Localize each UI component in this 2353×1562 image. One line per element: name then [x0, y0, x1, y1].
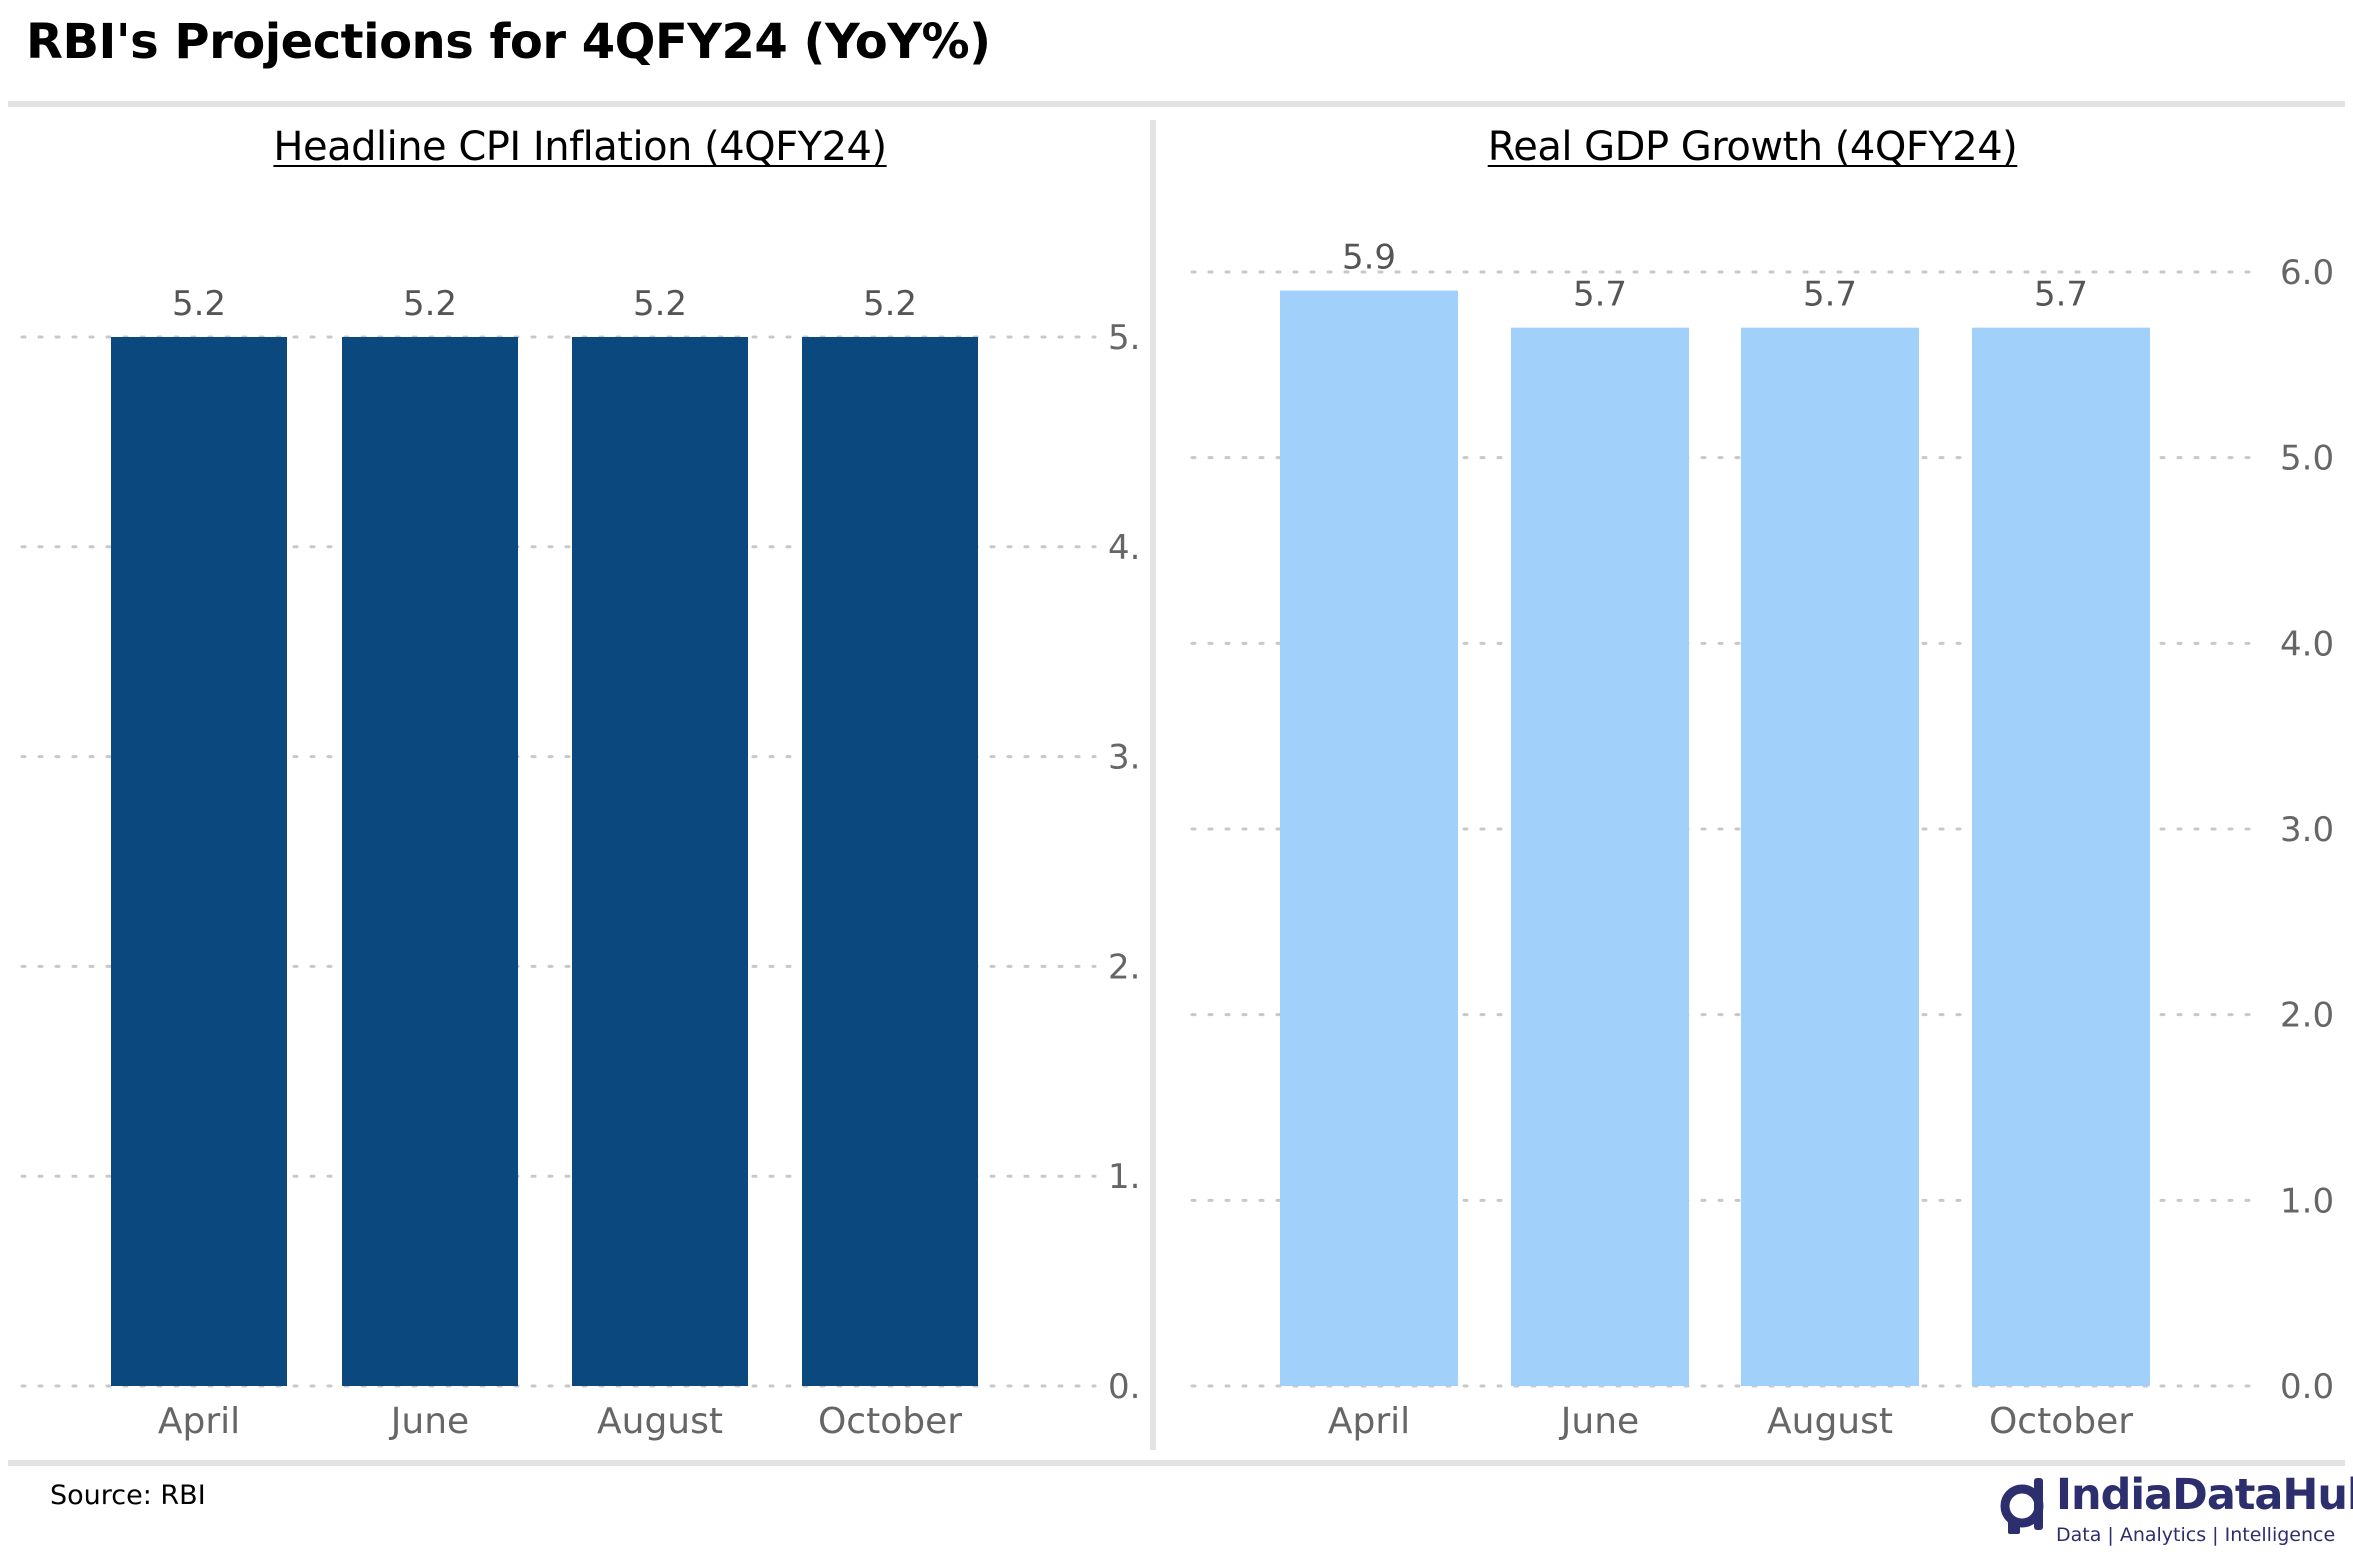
x-tick-label: October: [818, 1401, 962, 1442]
y-tick-label: 3.0: [2280, 810, 2334, 850]
data-label: 5.2: [172, 284, 226, 324]
bar-april: [111, 337, 287, 1386]
x-tick-label: August: [1767, 1401, 1893, 1442]
y-tick-label: 3.: [1108, 738, 1140, 778]
y-tick-label: 1.0: [2280, 1181, 2334, 1221]
y-tick-label: 2.0: [2280, 996, 2334, 1036]
bar-august: [1741, 327, 1919, 1387]
bar-june: [342, 337, 518, 1386]
bottom-divider: [8, 1460, 2345, 1466]
data-label: 5.2: [403, 284, 457, 324]
data-label: 5.2: [633, 284, 687, 324]
cpi-chart-plot: 0. 1. 2. 3. 4. 5. 5.2 April 5.2 June 5.2 August 5.2 O…: [20, 284, 1140, 1442]
y-tick-label: 4.0: [2280, 624, 2334, 664]
brand-mark-icon: [2000, 1478, 2044, 1534]
data-label: 5.9: [1342, 238, 1396, 278]
y-tick-label: 5.: [1108, 318, 1140, 358]
bar-april: [1280, 290, 1458, 1386]
brand-logo: IndiaDataHub Data | Analytics | Intellig…: [1998, 1466, 2353, 1556]
y-tick-label: 2.: [1108, 947, 1140, 987]
data-label: 5.7: [1803, 275, 1857, 315]
brand-tagline: Data | Analytics | Intelligence: [2056, 1524, 2336, 1546]
y-tick-label: 0.0: [2280, 1367, 2334, 1407]
brand-name: IndiaDataHub: [2056, 1470, 2353, 1520]
gdp-chart-panel: 0.0 1.0 2.0 3.0 4.0 5.0 6.0 5.9 April 5.7 June 5.7 A…: [1160, 108, 2345, 1460]
y-tick-label: 4.: [1108, 528, 1140, 568]
gdp-chart-plot: 0.0 1.0 2.0 3.0 4.0 5.0 6.0 5.9 April 5.7 June 5.7 A…: [1190, 238, 2334, 1442]
x-tick-label: April: [1328, 1401, 1410, 1442]
panel-divider: [1150, 120, 1156, 1450]
bar-june: [1511, 327, 1689, 1387]
data-label: 5.2: [863, 284, 917, 324]
y-tick-label: 6.0: [2280, 253, 2334, 293]
bar-october: [802, 337, 978, 1386]
x-tick-label: April: [158, 1401, 240, 1442]
gdp-chart-title: Real GDP Growth (4QFY24): [1487, 124, 2018, 170]
x-tick-label: October: [1989, 1401, 2133, 1442]
x-tick-label: June: [1559, 1401, 1639, 1442]
data-label: 5.7: [1573, 275, 1627, 315]
y-tick-label: 0.: [1108, 1367, 1140, 1407]
bar-august: [572, 337, 748, 1386]
x-tick-label: August: [597, 1401, 723, 1442]
cpi-chart-title: Headline CPI Inflation (4QFY24): [273, 124, 887, 170]
y-tick-label: 5.0: [2280, 439, 2334, 479]
cpi-chart-panel: 0. 1. 2. 3. 4. 5. 5.2 April 5.2 June 5.2 August 5.2 O…: [10, 108, 1150, 1460]
bar-october: [1972, 327, 2150, 1387]
data-label: 5.7: [2034, 275, 2088, 315]
source-note: Source: RBI: [50, 1480, 206, 1511]
x-tick-label: June: [389, 1401, 469, 1442]
page-title: RBI's Projections for 4QFY24 (YoY%): [26, 14, 991, 70]
y-tick-label: 1.: [1108, 1157, 1140, 1197]
top-divider: [8, 101, 2345, 107]
